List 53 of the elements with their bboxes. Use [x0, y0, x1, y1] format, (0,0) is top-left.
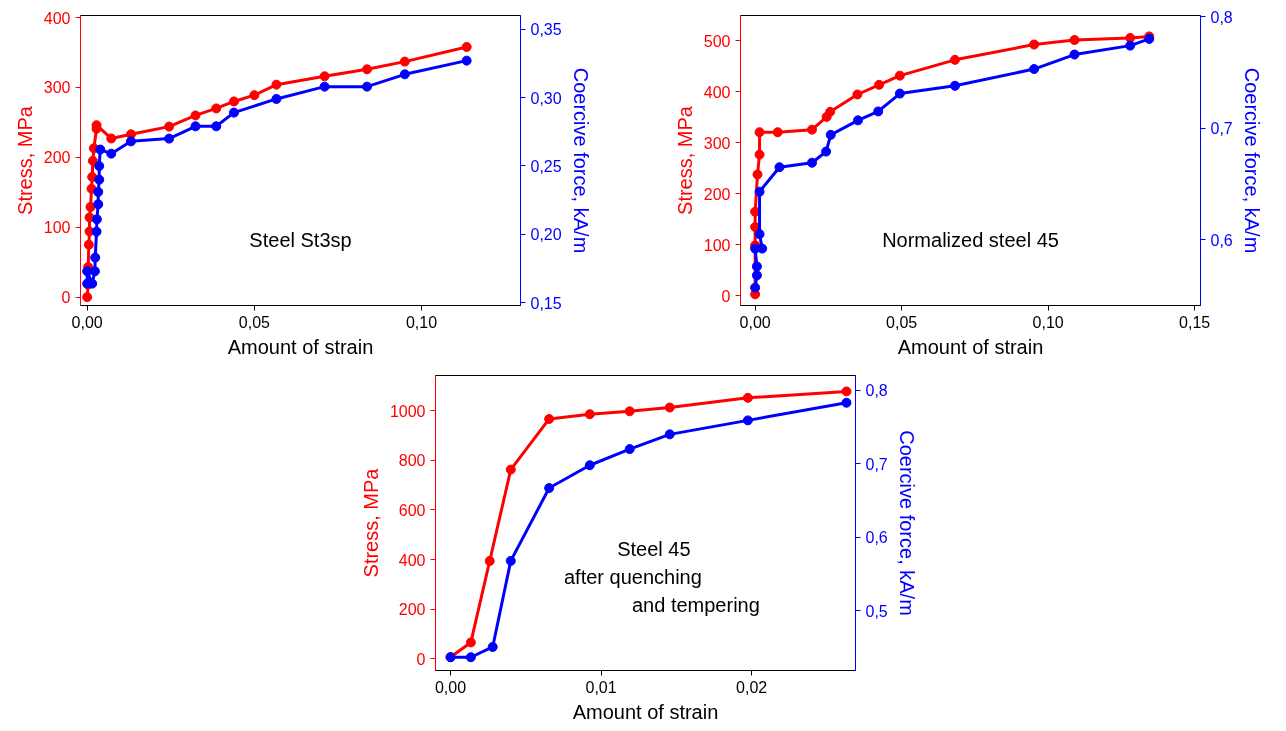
y-axis-title: Stress, MPa	[673, 105, 696, 215]
y-axis-title: Stress, MPa	[359, 467, 382, 578]
y2-tick-label: 0,20	[530, 226, 562, 244]
annotation: Steel 45	[617, 537, 691, 560]
y-tick-label: 300	[703, 134, 731, 152]
y-tick-label: 300	[43, 79, 71, 97]
y-tick-label: 500	[703, 32, 731, 50]
y2-axis-title: Coercive force, kA/m	[895, 430, 918, 616]
y-tick-label: 100	[703, 236, 731, 254]
x-tick-label: 0,10	[405, 313, 438, 331]
annotation: after quenching	[563, 565, 702, 588]
y2-axis-title: Coercive force, kA/m	[569, 67, 592, 254]
y2-tick-label: 0,30	[530, 89, 562, 107]
y-tick-label: 200	[703, 185, 731, 203]
y2-tick-label: 0,7	[865, 455, 888, 473]
y-tick-label: 0	[721, 287, 731, 305]
y-tick-label: 100	[43, 219, 71, 237]
x-tick-label: 0,05	[238, 313, 271, 331]
x-tick-label: 0,15	[1179, 313, 1211, 331]
y-tick-label: 200	[43, 149, 71, 167]
y2-tick-label: 0,15	[530, 294, 562, 312]
y2-tick-label: 0,6	[865, 529, 888, 547]
y-tick-label: 400	[398, 551, 426, 569]
y-tick-label: 200	[398, 601, 426, 619]
y2-axis-title: Coercive force, kA/m	[1240, 67, 1263, 254]
y-tick-label: 0	[416, 650, 426, 668]
y-tick-label: 600	[398, 501, 426, 519]
annotation: Steel St3sp	[249, 228, 352, 251]
x-tick-label: 0,00	[434, 678, 467, 696]
y2-tick-label: 0,6	[1210, 231, 1233, 249]
y2-tick-label: 0,25	[530, 157, 562, 175]
x-tick-label: 0,10	[1032, 313, 1064, 331]
x-axis-title: Amount of strain	[572, 700, 719, 723]
x-tick-label: 0,02	[736, 678, 768, 696]
y-tick-label: 800	[398, 452, 426, 470]
y-tick-label: 400	[43, 9, 71, 27]
x-tick-label: 0,00	[71, 313, 103, 331]
x-axis-title: Amount of strain	[227, 335, 374, 358]
y-tick-label: 1000	[389, 402, 426, 420]
x-tick-label: 0,00	[739, 313, 771, 331]
y2-tick-label: 0,8	[865, 382, 888, 400]
x-tick-label: 0,01	[585, 678, 617, 696]
y-tick-label: 400	[703, 83, 731, 101]
y2-tick-label: 0,35	[530, 21, 562, 39]
annotation: and tempering	[631, 593, 760, 616]
annotation: Normalized steel 45	[882, 228, 1059, 251]
x-axis-title: Amount of strain	[897, 335, 1044, 358]
y2-tick-label: 0,5	[865, 602, 888, 620]
y-axis-title: Stress, MPa	[13, 105, 36, 215]
y2-tick-label: 0,7	[1210, 120, 1233, 138]
x-tick-label: 0,05	[886, 313, 918, 331]
y-tick-label: 0	[61, 289, 71, 307]
y2-tick-label: 0,8	[1210, 8, 1233, 26]
